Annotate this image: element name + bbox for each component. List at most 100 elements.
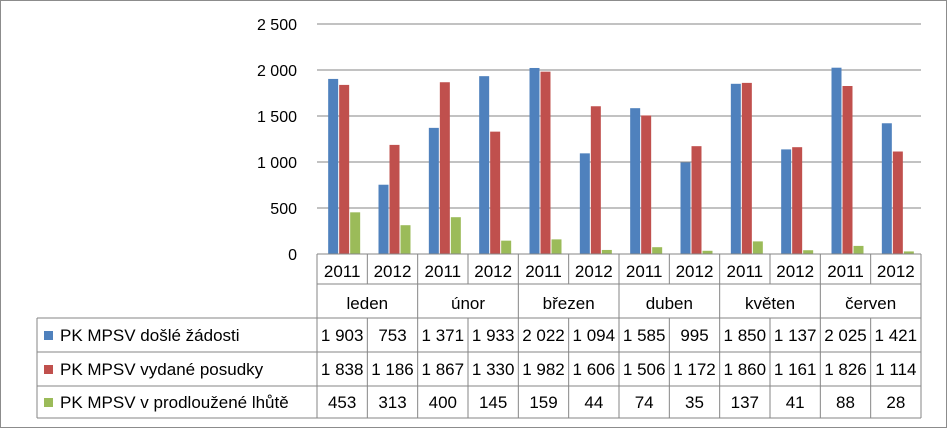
x-tick-label: 2012: [374, 262, 412, 281]
legend-label: PK MPSV v prodloužené lhůtě: [60, 393, 289, 412]
group-label: duben: [646, 294, 693, 313]
bar: [378, 184, 389, 254]
data-label: 1 161: [774, 360, 817, 379]
data-label: 1 860: [724, 360, 767, 379]
data-label: 88: [836, 393, 855, 412]
data-label: 2 022: [522, 326, 565, 345]
bars: [328, 67, 914, 255]
group-label: březen: [543, 294, 595, 313]
x-tick-label: 2011: [727, 262, 764, 281]
data-label: 400: [429, 393, 457, 412]
data-label: 1 137: [774, 326, 817, 345]
bar: [339, 84, 350, 255]
data-table: 2011 2012 2011 2012 2011 2012 2011 2012 2011 2012…: [36, 253, 922, 419]
bar: [903, 251, 914, 254]
bar: [350, 212, 361, 254]
data-label: 74: [635, 393, 654, 412]
y-tick-label: 1 500: [257, 109, 297, 126]
bar: [529, 67, 540, 254]
y-tick-label: 1 000: [257, 155, 297, 172]
bar: [579, 153, 590, 254]
x-tick-label: 2011: [827, 262, 864, 281]
data-label: 1 606: [573, 360, 616, 379]
data-label: 313: [378, 393, 406, 412]
data-label: 41: [786, 393, 805, 412]
bar: [450, 217, 461, 254]
bar: [691, 146, 702, 254]
data-label: 1 585: [623, 326, 666, 345]
y-tick-label: 0: [288, 247, 297, 264]
data-label: 35: [685, 393, 704, 412]
data-label: 1 982: [522, 360, 565, 379]
y-tick-label: 2 000: [257, 63, 297, 80]
data-label: 753: [378, 326, 406, 345]
x-tick-label: 2012: [877, 262, 915, 281]
data-label: 1 371: [422, 326, 465, 345]
legend-label: PK MPSV došlé žádosti: [60, 326, 240, 345]
data-label: 28: [886, 393, 905, 412]
bar: [652, 247, 663, 254]
legend-label: PK MPSV vydané posudky: [60, 360, 264, 379]
y-tick-label: 2 500: [257, 17, 297, 34]
bar: [881, 123, 892, 254]
y-axis: 0 500 1 000 1 500 2 000 2 500: [257, 17, 297, 264]
data-label: 1 903: [321, 326, 364, 345]
data-label: 1 172: [673, 360, 716, 379]
data-label: 159: [529, 393, 557, 412]
bar: [892, 151, 903, 254]
data-label: 1 506: [623, 360, 666, 379]
bar: [853, 245, 864, 254]
gridlines: [317, 23, 921, 209]
data-label: 137: [731, 393, 759, 412]
data-label: 1 330: [472, 360, 515, 379]
data-label: 1 838: [321, 360, 364, 379]
bar: [752, 241, 763, 254]
legend-key: [44, 365, 53, 374]
x-tick-label: 2012: [776, 262, 814, 281]
bar: [630, 108, 641, 255]
data-label: 2 025: [824, 326, 867, 345]
data-label: 1 867: [422, 360, 465, 379]
bar: [601, 249, 612, 254]
data-label: 1 850: [724, 326, 767, 345]
y-tick-label: 500: [270, 201, 297, 218]
bar: [428, 127, 439, 254]
group-label: leden: [347, 294, 389, 313]
group-label: květen: [745, 294, 795, 313]
bar: [400, 225, 411, 254]
bar: [730, 83, 741, 254]
data-label: 44: [584, 393, 603, 412]
x-tick-label: 2011: [525, 262, 562, 281]
data-label: 145: [479, 393, 507, 412]
data-label: 1 933: [472, 326, 515, 345]
data-label: 1 114: [875, 360, 916, 379]
bar: [540, 71, 551, 254]
data-label: 1 094: [573, 326, 616, 345]
x-tick-label: 2011: [324, 262, 361, 281]
data-label: 995: [680, 326, 708, 345]
data-label: 453: [328, 393, 356, 412]
x-tick-label: 2012: [575, 262, 613, 281]
x-tick-label: 2011: [425, 262, 462, 281]
x-tick-label: 2012: [474, 262, 512, 281]
bar: [479, 76, 490, 254]
group-label: únor: [451, 294, 485, 313]
bar: [389, 144, 400, 254]
data-label: 1 186: [371, 360, 414, 379]
bar: [741, 82, 752, 254]
bar: [590, 106, 601, 254]
bar: [439, 82, 450, 255]
data-label: 1 826: [824, 360, 867, 379]
bar: [792, 147, 803, 254]
x-tick-label: 2011: [626, 262, 663, 281]
data-label: 1 421: [875, 326, 918, 345]
bar: [702, 250, 713, 254]
bar: [490, 131, 501, 254]
x-tick-label: 2012: [676, 262, 714, 281]
legend-key: [44, 398, 53, 407]
bar: [831, 67, 842, 254]
bar: [680, 162, 691, 254]
bar: [551, 239, 562, 254]
bar: [501, 240, 512, 254]
